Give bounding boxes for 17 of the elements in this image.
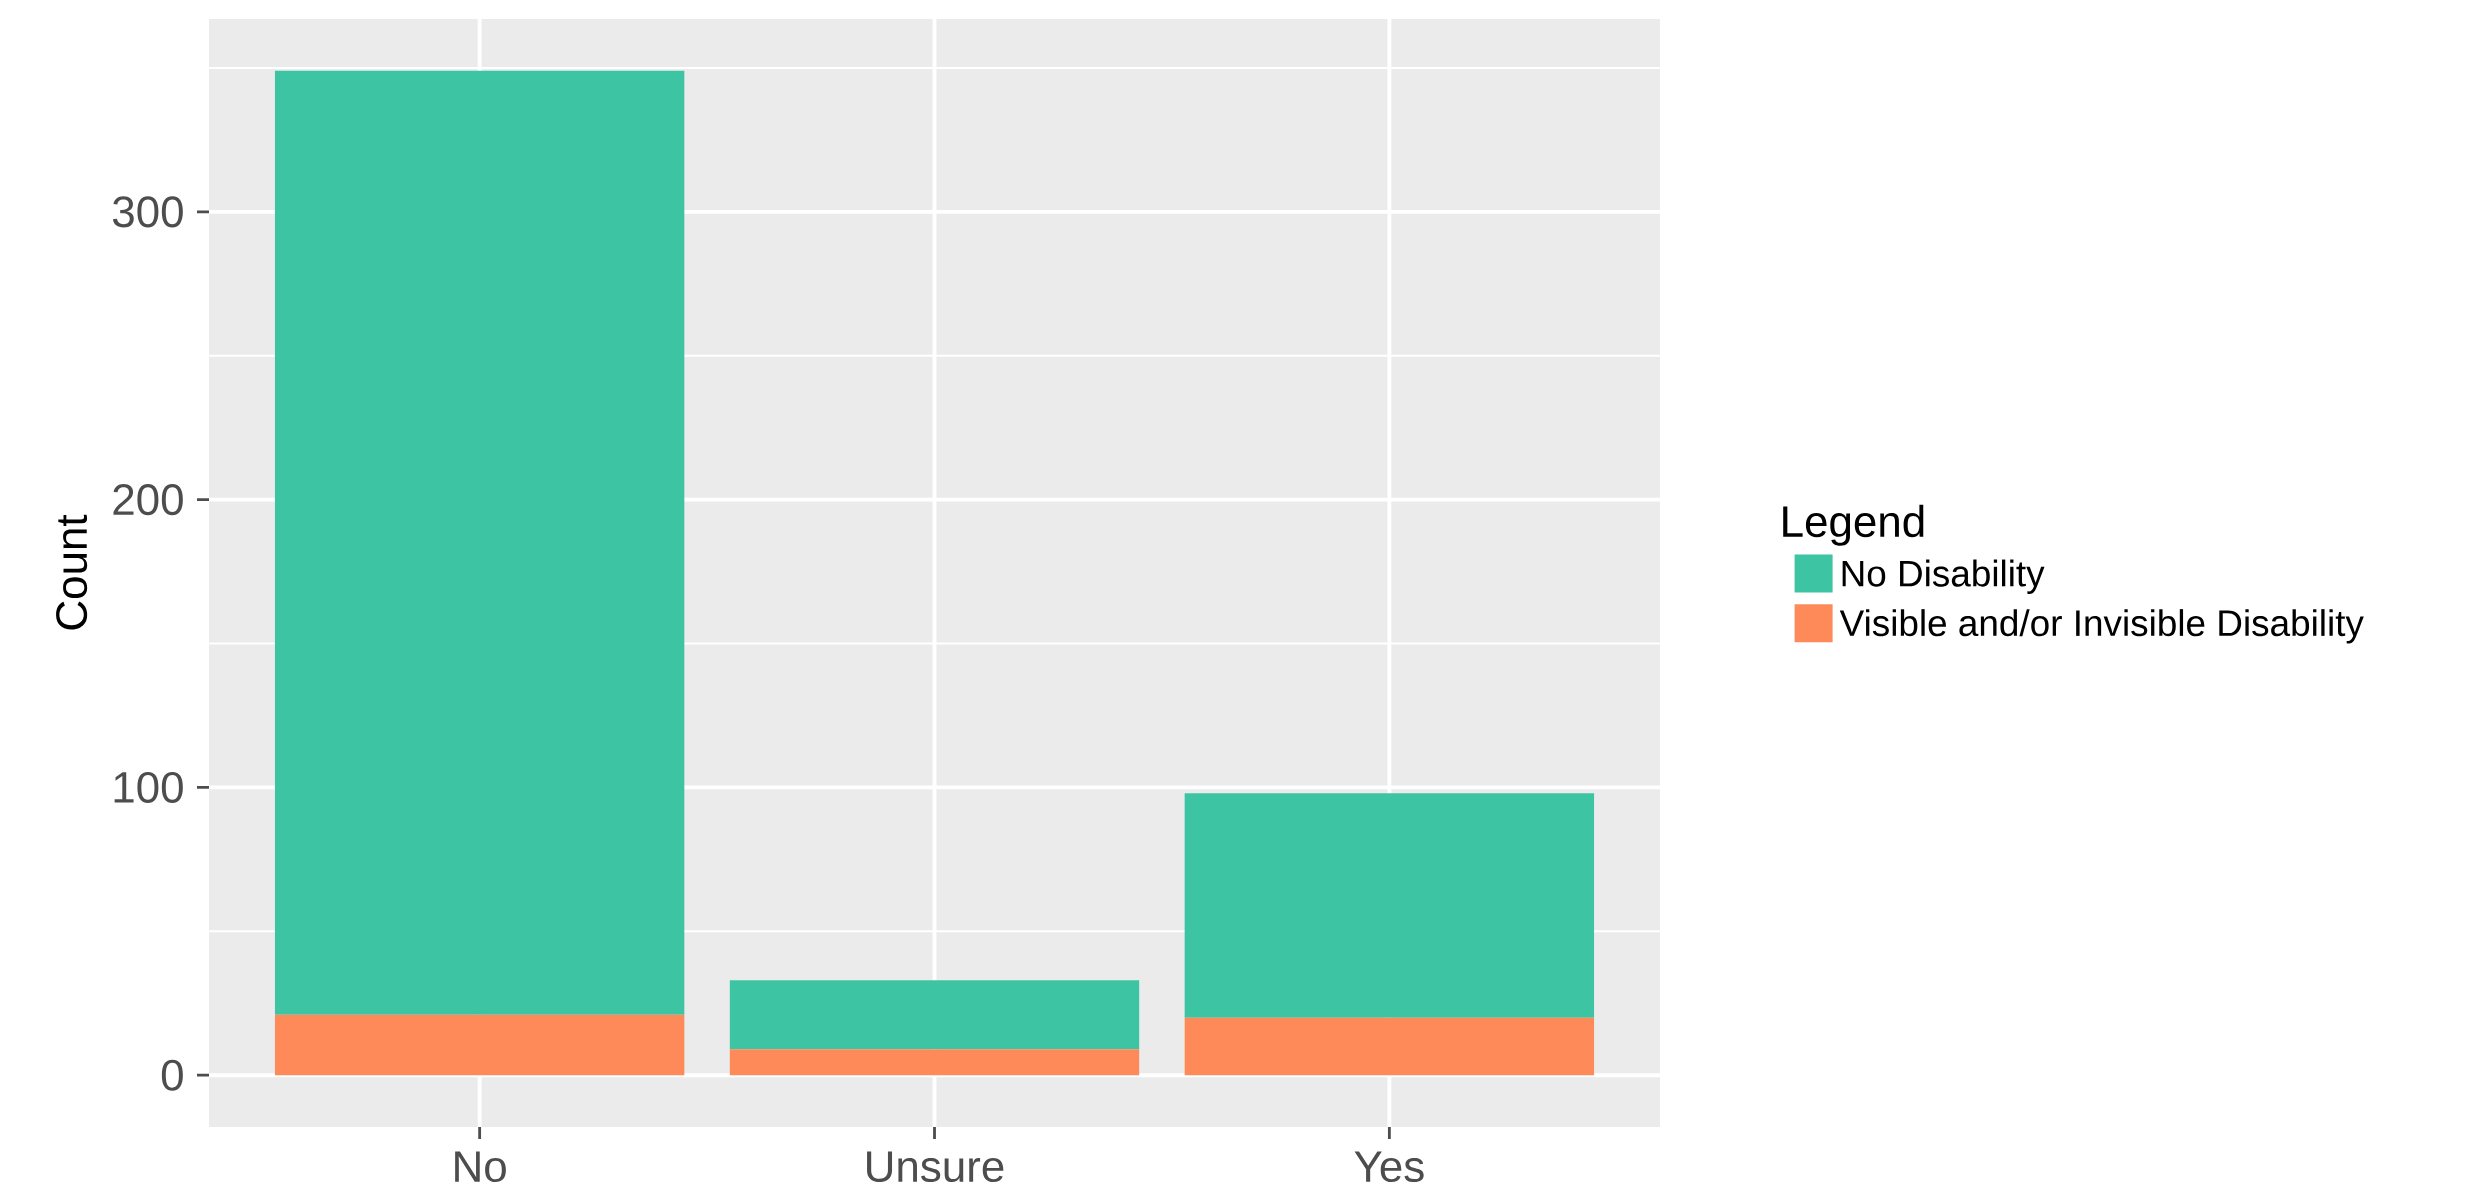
legend-label: No Disability <box>1842 559 2045 595</box>
y-axis-title: Count <box>56 514 88 630</box>
bar <box>274 1014 685 1076</box>
y-tick-label: 100 <box>114 771 183 804</box>
x-tick-label: Unsure <box>867 1151 1004 1183</box>
y-tick-label: 300 <box>112 196 183 228</box>
bar <box>729 980 1140 1050</box>
bar <box>729 1049 1140 1076</box>
y-tick-label: 200 <box>113 484 183 516</box>
y-tick-label: 0 <box>161 1059 183 1091</box>
x-tick-label: Yes <box>1354 1151 1424 1183</box>
legend-label: Visible and/or Invisible Disability <box>1839 609 2364 644</box>
legend-title: Legend <box>1783 504 1924 546</box>
x-tick-label: No <box>455 1151 506 1183</box>
bar <box>1184 1017 1595 1076</box>
bar <box>1184 793 1595 1018</box>
bar <box>274 70 685 1015</box>
